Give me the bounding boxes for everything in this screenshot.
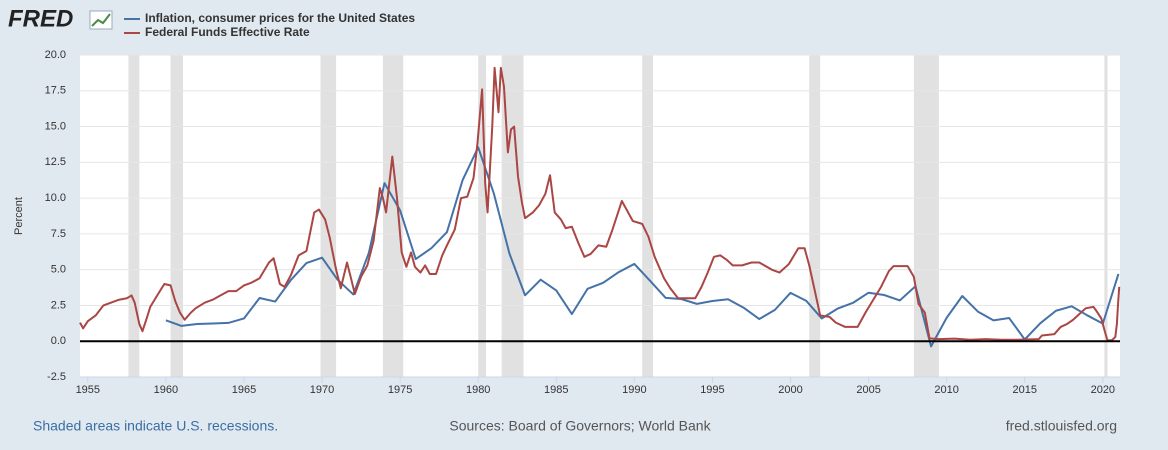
recession-band — [382, 55, 404, 377]
x-tick-label: 1990 — [622, 384, 646, 396]
y-tick-label: 12.5 — [45, 156, 66, 168]
y-tick-label: 5.0 — [51, 264, 66, 276]
x-tick-label: 1960 — [154, 384, 178, 396]
y-tick-label: 2.5 — [51, 299, 66, 311]
source: Sources: Board of Governors; World Bank — [449, 418, 711, 434]
y-tick-label: 10.0 — [45, 192, 66, 204]
series-line — [79, 66, 1121, 342]
recession-band — [478, 55, 487, 377]
y-tick-label: 7.5 — [51, 228, 66, 240]
legend-label: Federal Funds Effective Rate — [145, 25, 310, 39]
x-tick-label: 2005 — [856, 384, 880, 396]
y-tick-label: 15.0 — [45, 120, 66, 132]
x-tick-label: 2020 — [1091, 384, 1115, 396]
logo-icon — [89, 10, 113, 30]
recession-band — [128, 55, 140, 377]
y-tick-label: 17.5 — [45, 85, 66, 97]
x-tick-label: 1955 — [76, 384, 100, 396]
recession-band — [320, 55, 337, 377]
logo: FRED — [8, 5, 73, 32]
footnote: Shaded areas indicate U.S. recessions. — [33, 418, 278, 434]
x-tick-label: 2010 — [934, 384, 958, 396]
x-tick-label: 1985 — [544, 384, 568, 396]
recession-band — [642, 55, 654, 377]
legend-label: Inflation, consumer prices for the Unite… — [145, 11, 415, 25]
x-tick-label: 2015 — [1013, 384, 1037, 396]
plot-area — [80, 55, 1120, 377]
recession-band — [809, 55, 821, 377]
x-tick-label: 1980 — [466, 384, 490, 396]
y-tick-label: 20.0 — [45, 49, 66, 61]
recession-band — [1104, 55, 1108, 377]
x-tick-label: 1970 — [310, 384, 334, 396]
y-axis-label: Percent — [13, 197, 25, 235]
x-tick-label: 2000 — [778, 384, 802, 396]
x-tick-label: 1975 — [388, 384, 412, 396]
series-line — [165, 146, 1120, 348]
recession-band — [170, 55, 184, 377]
y-tick-label: -2.5 — [47, 371, 66, 383]
y-tick-label: 0.0 — [51, 335, 66, 347]
x-tick-label: 1995 — [700, 384, 724, 396]
site-url: fred.stlouisfed.org — [1006, 418, 1117, 434]
x-tick-label: 1965 — [232, 384, 256, 396]
